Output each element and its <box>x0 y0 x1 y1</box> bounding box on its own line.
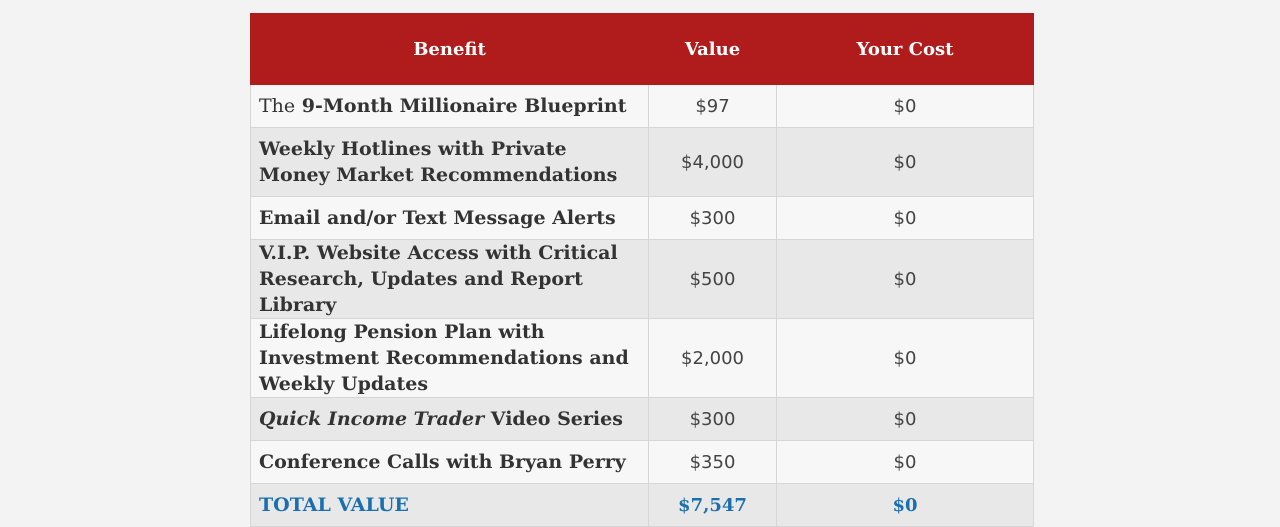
table-row: Conference Calls with Bryan Perry $350 $… <box>250 440 1034 484</box>
table-header-row: Benefit Value Your Cost <box>250 13 1034 85</box>
total-label: TOTAL VALUE <box>250 483 649 527</box>
benefits-table: Benefit Value Your Cost The 9-Month Mill… <box>250 13 1034 527</box>
table-row: Weekly Hotlines with Private Money Marke… <box>250 127 1034 197</box>
benefit-cell: The 9-Month Millionaire Blueprint <box>250 84 649 128</box>
value-cell: $350 <box>648 440 777 484</box>
benefit-cell: Weekly Hotlines with Private Money Marke… <box>250 127 649 197</box>
table-row: V.I.P. Website Access with Critical Rese… <box>250 239 1034 319</box>
benefit-cell: Lifelong Pension Plan with Investment Re… <box>250 318 649 398</box>
benefit-title: Video Series <box>490 408 623 430</box>
header-benefit: Benefit <box>250 13 649 85</box>
cost-cell: $0 <box>776 127 1034 197</box>
cost-cell: $0 <box>776 84 1034 128</box>
cost-cell: $0 <box>776 397 1034 441</box>
benefit-prefix: The <box>259 95 296 117</box>
benefit-title-italic: Quick Income Trader <box>259 408 485 430</box>
value-cell: $300 <box>648 397 777 441</box>
value-cell: $2,000 <box>648 318 777 398</box>
benefit-cell: Email and/or Text Message Alerts <box>250 196 649 240</box>
benefit-cell: V.I.P. Website Access with Critical Rese… <box>250 239 649 319</box>
value-cell: $97 <box>648 84 777 128</box>
total-cost: $0 <box>776 483 1034 527</box>
table-row: Quick Income Trader Video Series $300 $0 <box>250 397 1034 441</box>
benefit-title: 9-Month Millionaire Blueprint <box>301 95 627 117</box>
value-cell: $500 <box>648 239 777 319</box>
header-value: Value <box>648 13 777 85</box>
benefits-table-container: Benefit Value Your Cost The 9-Month Mill… <box>250 13 1034 527</box>
benefit-cell: Conference Calls with Bryan Perry <box>250 440 649 484</box>
header-your-cost: Your Cost <box>776 13 1034 85</box>
table-row: Email and/or Text Message Alerts $300 $0 <box>250 196 1034 240</box>
benefit-cell: Quick Income Trader Video Series <box>250 397 649 441</box>
value-cell: $4,000 <box>648 127 777 197</box>
total-row: TOTAL VALUE $7,547 $0 <box>250 483 1034 527</box>
cost-cell: $0 <box>776 318 1034 398</box>
cost-cell: $0 <box>776 196 1034 240</box>
total-value: $7,547 <box>648 483 777 527</box>
cost-cell: $0 <box>776 239 1034 319</box>
table-row: Lifelong Pension Plan with Investment Re… <box>250 318 1034 398</box>
table-row: The 9-Month Millionaire Blueprint $97 $0 <box>250 84 1034 128</box>
cost-cell: $0 <box>776 440 1034 484</box>
value-cell: $300 <box>648 196 777 240</box>
